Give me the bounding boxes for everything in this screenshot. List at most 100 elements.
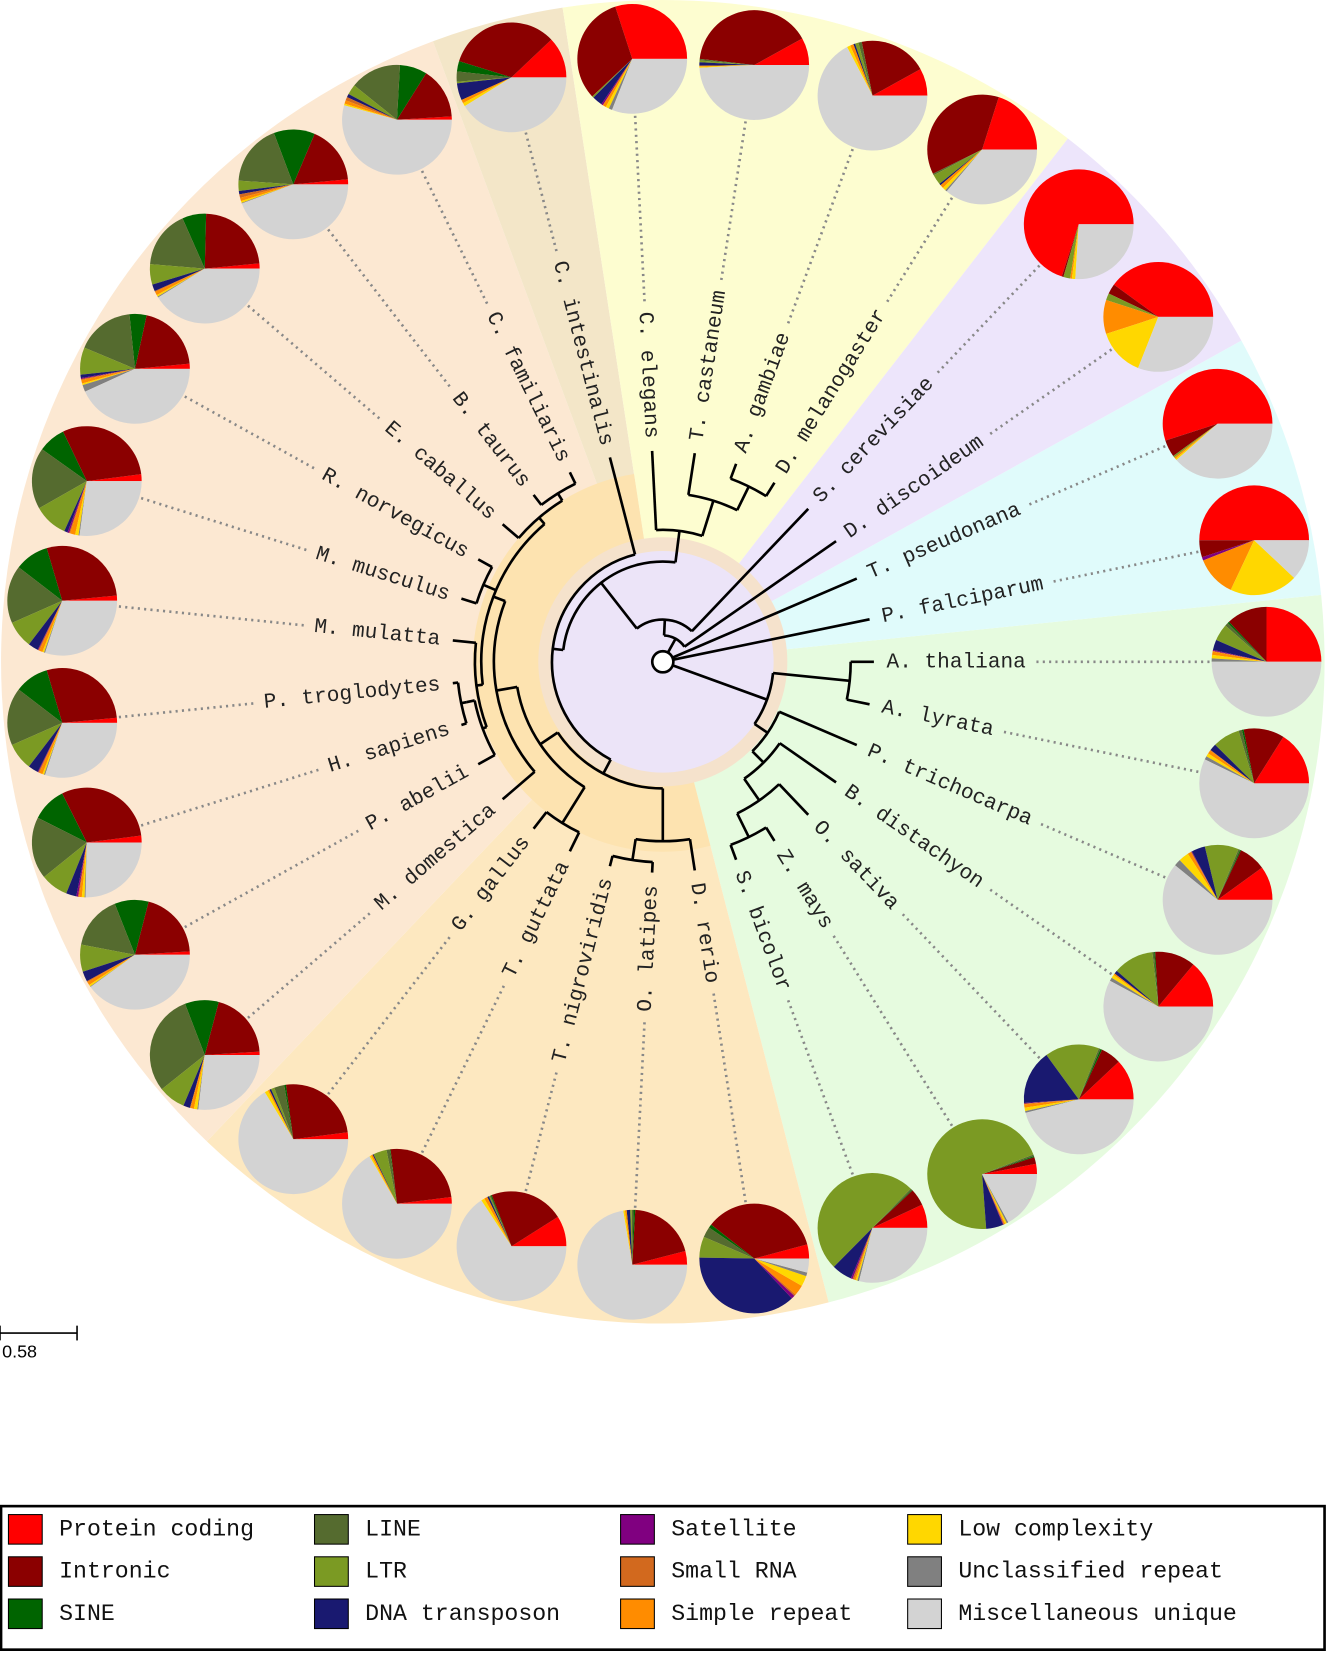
pie-slice (484, 1196, 512, 1247)
pie-slice (80, 347, 135, 375)
pie-slice (80, 944, 135, 972)
pie-slice (161, 1055, 205, 1106)
pie-slice (182, 213, 207, 269)
pie-slice (464, 77, 567, 133)
branch (846, 698, 870, 706)
pie-slice (624, 1210, 633, 1265)
legend-label: Miscellaneous unique (958, 1601, 1236, 1627)
legend-label: Unclassified repeat (958, 1559, 1223, 1585)
branch (778, 710, 858, 747)
pie-slice (982, 1157, 1037, 1175)
legend-label: Simple repeat (671, 1601, 852, 1627)
pie-slice (708, 1224, 755, 1259)
pie-slice (1254, 540, 1310, 578)
pie-slice (1211, 658, 1267, 662)
legend-label: Intronic (59, 1559, 170, 1585)
pie-slice (293, 179, 349, 185)
pie-slice (1176, 423, 1273, 479)
pie-slice (85, 368, 190, 424)
pie-slice (1116, 952, 1159, 1007)
branch (501, 523, 520, 540)
pie-slice (238, 133, 294, 185)
branch (476, 683, 483, 687)
pie-slice (1111, 974, 1159, 1007)
branch (729, 844, 738, 861)
pie-slice (1024, 1099, 1079, 1105)
pie-slice (114, 899, 149, 955)
branch-arc (751, 711, 781, 753)
pie-slice (1078, 1048, 1101, 1100)
clade-sector (662, 340, 1322, 662)
pie-slice (284, 1084, 294, 1140)
pie-slice (1211, 661, 1322, 717)
legend-label: Small RNA (671, 1559, 796, 1585)
pie-slice (946, 149, 1038, 205)
pie-slice (699, 60, 755, 66)
pie-slice (38, 600, 63, 651)
legend-swatch (313, 1598, 349, 1630)
pie-slice (982, 1174, 1004, 1225)
pie-slice (80, 368, 135, 380)
pie-slice (858, 41, 873, 96)
pie-slice (238, 180, 294, 191)
pie-slice (185, 1000, 219, 1056)
branch (764, 826, 776, 842)
branch (600, 581, 638, 630)
pie-slice (847, 45, 873, 96)
pie-slice (1228, 606, 1267, 662)
pie-slice (608, 58, 633, 110)
branch (735, 812, 750, 838)
pie-slice (204, 1051, 260, 1056)
pie-slice (89, 954, 135, 987)
pie-slice (982, 1174, 1038, 1223)
pie-slice (927, 1119, 1034, 1230)
pie-slice (293, 1132, 349, 1140)
tree (452, 450, 874, 873)
branch (662, 619, 667, 636)
legend-label: Satellite (671, 1516, 796, 1542)
connector (325, 226, 451, 388)
pie-slice (754, 1244, 810, 1259)
pie-slice (1078, 1049, 1119, 1100)
pie-slice (487, 1196, 512, 1247)
root-node (650, 649, 675, 674)
pie-slice (75, 481, 87, 536)
pie-slice (833, 1227, 873, 1279)
branch (482, 583, 497, 592)
pie-slice (511, 39, 567, 78)
pie-slice (1024, 1099, 1079, 1112)
branch (608, 457, 637, 555)
pie-slice (45, 722, 118, 778)
pie-slice (456, 61, 512, 78)
connector (325, 936, 451, 1097)
pie-slice (1103, 980, 1214, 1062)
pie-slice (1199, 759, 1310, 839)
pie-slice (852, 1227, 873, 1280)
pie-slice (857, 1227, 873, 1282)
pie-slice (612, 58, 688, 114)
pie-slice (1190, 851, 1218, 900)
pie-slice (204, 1001, 260, 1056)
pie-slice (70, 481, 87, 535)
pie-slice (37, 722, 63, 773)
pie-slice (632, 1251, 688, 1265)
species-label: A. thaliana (887, 650, 1026, 674)
pie-slice (927, 94, 999, 174)
pie-slice (1023, 169, 1134, 277)
pie-slice (285, 1084, 348, 1140)
pie-slice (1025, 1099, 1079, 1113)
branch (764, 481, 776, 497)
pie-slice (601, 58, 633, 106)
connector (245, 912, 371, 1021)
pie-slice (1113, 262, 1214, 317)
connector (886, 195, 955, 303)
branch (753, 722, 769, 734)
pie-slice (373, 1149, 397, 1204)
pie-slice (86, 954, 135, 983)
pie-slice (348, 85, 397, 120)
pie-slice (1230, 540, 1295, 596)
branch (482, 725, 488, 730)
pie-slice (1046, 1044, 1099, 1100)
pie-slice (699, 1257, 792, 1314)
pie-slice (78, 842, 87, 897)
